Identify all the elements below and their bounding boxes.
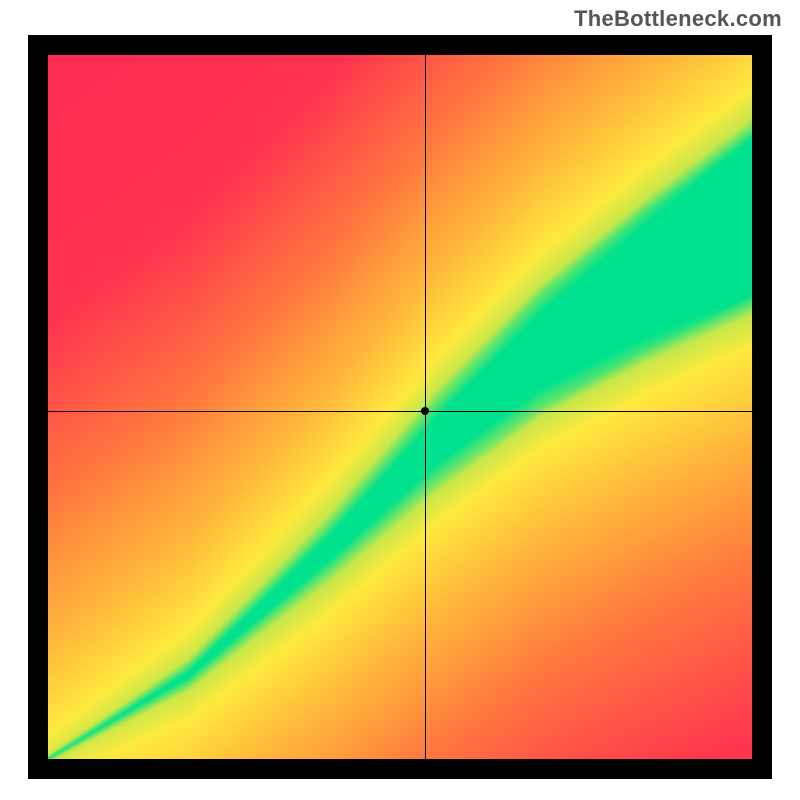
chart-container: TheBottleneck.com [0,0,800,800]
watermark-text: TheBottleneck.com [574,6,782,32]
chart-frame [28,35,772,779]
heatmap-canvas [48,55,752,759]
crosshair-horizontal [48,411,752,412]
crosshair-marker-dot [421,407,429,415]
